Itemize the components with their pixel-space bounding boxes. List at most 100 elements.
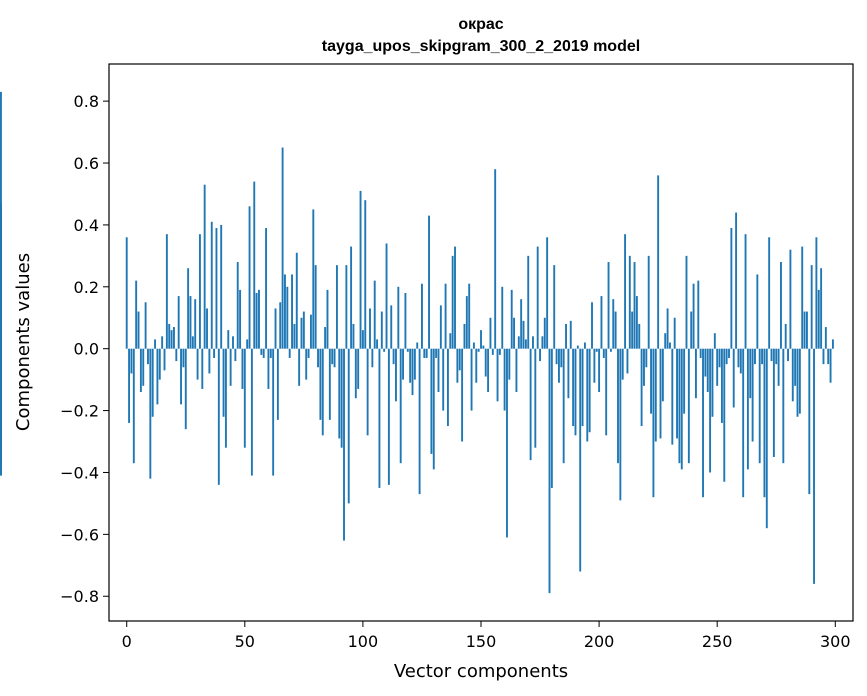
bar [432, 348, 435, 470]
bar [184, 348, 187, 430]
bar [671, 348, 674, 445]
bar [621, 348, 624, 380]
bar [820, 268, 823, 349]
bar [772, 348, 775, 457]
bar [446, 348, 449, 427]
x-axis-label: Vector components [394, 661, 568, 682]
bar [612, 299, 615, 349]
bar [777, 348, 780, 386]
bar [177, 296, 180, 349]
bar [626, 348, 629, 374]
bar [784, 323, 787, 349]
bar [723, 348, 726, 482]
bar [428, 215, 430, 349]
bar [647, 255, 650, 349]
bar [652, 348, 655, 498]
bar [536, 246, 539, 349]
y-axis-ticks: −0.8 −0.6 −0.4 −0.2 0.0 0.2 0.4 0.6 0.8 [60, 92, 109, 606]
bar [191, 336, 194, 349]
bar [555, 348, 558, 365]
bar [302, 311, 305, 349]
bar [239, 289, 242, 349]
bar [314, 265, 317, 349]
x-axis-ticks: 0 50 100 150 200 250 300 [122, 621, 851, 651]
bar [163, 348, 166, 371]
bar [491, 348, 494, 355]
bar [312, 209, 315, 349]
bar [638, 323, 641, 349]
bar [472, 342, 475, 349]
bar [782, 348, 785, 464]
bar [569, 320, 572, 349]
bar [720, 348, 723, 423]
bar [383, 348, 386, 352]
bar [161, 336, 164, 349]
bar [803, 311, 806, 349]
bar [465, 296, 468, 349]
bar [340, 348, 343, 448]
bar [742, 348, 745, 498]
bar [317, 348, 319, 368]
bar [737, 348, 740, 368]
bar [234, 348, 237, 362]
bar [600, 296, 603, 349]
bar [709, 348, 712, 473]
bar [324, 327, 327, 349]
bar [508, 348, 511, 380]
bar [543, 317, 546, 349]
plot-frame [108, 63, 854, 622]
bar [439, 305, 442, 349]
bar [619, 348, 622, 501]
y-tick-label: 0.4 [74, 216, 99, 235]
bar [373, 280, 376, 349]
bar [751, 348, 754, 442]
bar [165, 234, 168, 349]
bar [746, 348, 749, 470]
bar [761, 348, 764, 365]
bar [149, 348, 152, 479]
bar [829, 348, 832, 383]
bar [605, 348, 608, 436]
bar [232, 336, 234, 349]
bar [744, 234, 747, 349]
y-tick-label: 0.6 [74, 154, 99, 173]
bar [690, 311, 693, 349]
bar [345, 265, 348, 349]
bar [265, 228, 268, 349]
bar [267, 348, 270, 389]
bar [392, 348, 395, 365]
bar [175, 348, 178, 362]
bar [560, 348, 563, 368]
bar [673, 317, 676, 349]
bar [387, 348, 390, 485]
bar [250, 348, 253, 476]
bar [631, 311, 634, 349]
bar [588, 348, 591, 433]
bar [258, 289, 260, 349]
bar [796, 348, 799, 417]
bar [454, 246, 456, 349]
bar [147, 348, 149, 365]
bar [702, 348, 704, 498]
bar [770, 348, 773, 362]
bar [645, 348, 648, 368]
y-tick-label: 0.2 [74, 278, 99, 297]
bar [529, 348, 532, 461]
bar [510, 289, 513, 349]
bar [706, 348, 709, 393]
bar [286, 286, 289, 349]
bar [506, 348, 508, 538]
bar [347, 348, 350, 504]
bar [468, 283, 471, 349]
bar [567, 348, 570, 399]
bar [418, 348, 421, 495]
chart-title: окрас [458, 16, 503, 33]
bar [787, 348, 789, 362]
bar [220, 224, 223, 349]
bar [380, 311, 383, 349]
bar [798, 348, 801, 414]
bar [180, 348, 182, 405]
bar [713, 333, 716, 349]
bar [210, 221, 213, 349]
